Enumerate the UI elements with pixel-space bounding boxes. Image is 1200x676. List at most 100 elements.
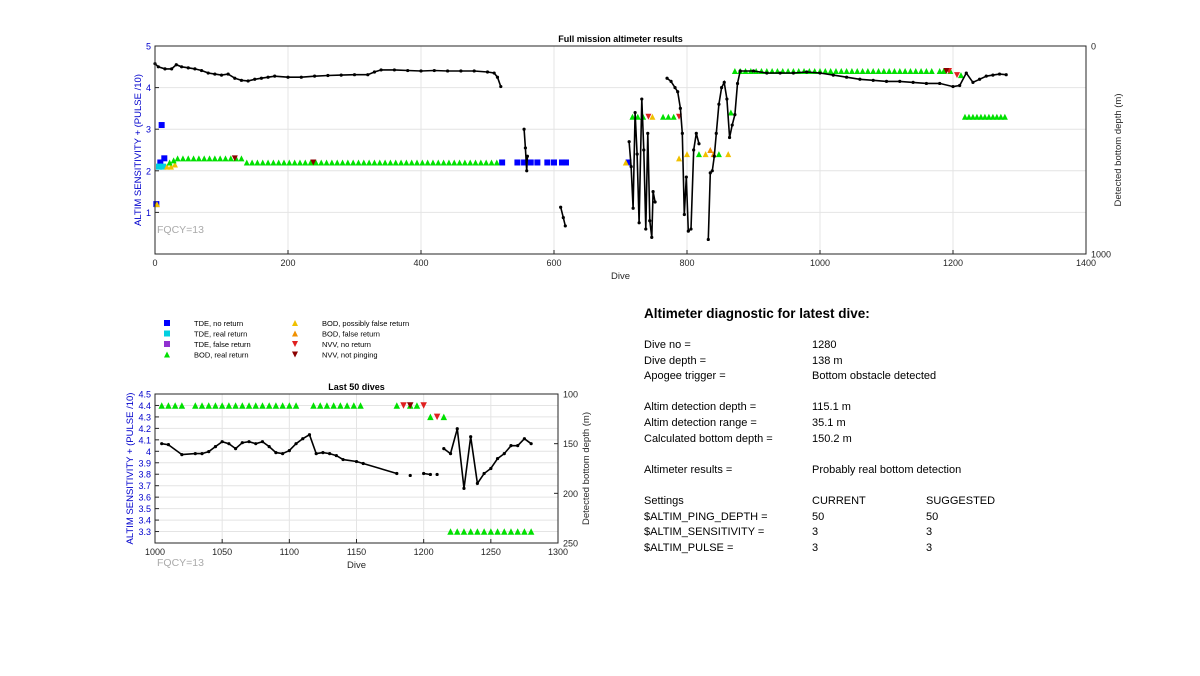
- depth-point: [717, 102, 721, 106]
- data-point: [171, 161, 178, 168]
- data-point: [562, 159, 569, 166]
- depth-point: [984, 74, 988, 78]
- data-point: [625, 159, 632, 166]
- data-point: [366, 159, 373, 166]
- data-point: [483, 159, 490, 166]
- suggested-header: SUGGESTED: [926, 494, 996, 507]
- legend-label: TDE, false return: [194, 340, 251, 349]
- depth-point: [845, 75, 849, 79]
- depth-point: [684, 175, 688, 179]
- data-point: [875, 67, 882, 74]
- depth-point: [226, 72, 230, 76]
- data-point: [997, 113, 1004, 120]
- data-point: [265, 402, 273, 409]
- legend-label: BOD, real return: [194, 351, 249, 360]
- data-point: [822, 67, 829, 74]
- series-bod-real-return: [166, 67, 1008, 166]
- data-point: [891, 67, 898, 74]
- depth-point: [680, 131, 684, 135]
- depth-point: [725, 97, 729, 101]
- data-point: [467, 528, 474, 535]
- y-axis-label-right: Detected bottom depth (m): [1113, 94, 1124, 207]
- data-point: [376, 159, 383, 166]
- depth-point: [406, 68, 410, 73]
- chart-title: Full mission altimeter results: [558, 34, 683, 44]
- setting-suggested: 50: [926, 510, 939, 523]
- data-point: [435, 159, 442, 166]
- depth-point: [489, 466, 493, 471]
- data-point: [634, 113, 641, 120]
- detection-depth-label: Altim detection depth =: [644, 401, 757, 414]
- depth-point: [206, 71, 210, 75]
- dive-depth-row: Dive depth = 138 m: [644, 354, 1104, 370]
- depth-point: [193, 452, 197, 456]
- data-point: [993, 113, 1000, 120]
- data-point: [477, 159, 484, 166]
- depth-point: [646, 131, 650, 135]
- depth-point: [805, 70, 809, 74]
- data-point: [454, 528, 461, 535]
- x-tick-label: 1200: [943, 258, 963, 268]
- data-point: [440, 159, 447, 166]
- data-point: [981, 113, 988, 120]
- data-point: [676, 155, 683, 162]
- y-tick-label: 3.6: [138, 493, 151, 503]
- data-point: [296, 159, 303, 166]
- detection-depth-row: Altim detection depth = 115.1 m: [644, 400, 1104, 416]
- depth-point: [719, 86, 724, 90]
- series-nvv-no-return: [400, 402, 441, 421]
- depth-line: [707, 70, 1007, 240]
- series-nvv-not-pinging: [231, 67, 950, 166]
- data-point: [155, 163, 162, 170]
- depth-point: [240, 441, 244, 445]
- data-point: [467, 159, 474, 166]
- depth-point: [273, 74, 277, 78]
- legend-marker: [164, 320, 170, 326]
- data-point: [392, 159, 399, 166]
- data-point: [912, 67, 919, 74]
- depth-point: [525, 169, 529, 173]
- depth-point: [648, 219, 652, 223]
- data-point: [171, 402, 179, 409]
- data-point: [337, 402, 344, 409]
- depth-point: [260, 440, 265, 444]
- depth-point: [730, 123, 734, 127]
- data-point: [286, 159, 293, 166]
- data-point: [973, 113, 980, 120]
- data-point: [460, 528, 468, 535]
- depth-point: [522, 437, 527, 441]
- data-point: [494, 528, 501, 535]
- depth-point: [326, 73, 330, 78]
- data-point: [544, 159, 551, 166]
- depth-point: [499, 84, 503, 89]
- data-point: [456, 159, 463, 166]
- x-tick-label: 1000: [810, 258, 830, 268]
- data-point: [205, 402, 212, 409]
- y-axis-label: ALTIM SENSITIVITY + (PULSE /10): [133, 74, 144, 226]
- data-point: [334, 159, 341, 166]
- data-point: [270, 159, 277, 166]
- data-point: [715, 151, 722, 158]
- detection-range-label: Altim detection range =: [644, 416, 757, 429]
- y-tick-label: 1: [146, 208, 151, 218]
- depth-point: [991, 73, 995, 77]
- data-point: [918, 67, 925, 74]
- depth-point: [213, 445, 218, 449]
- data-point: [281, 159, 288, 166]
- depth-line: [443, 428, 532, 489]
- data-point: [907, 67, 914, 74]
- data-point: [521, 528, 528, 535]
- x-tick-label: 600: [546, 258, 561, 268]
- depth-point: [818, 71, 822, 75]
- x-tick-label: 400: [413, 258, 428, 268]
- data-point: [343, 402, 351, 409]
- depth-point: [469, 435, 473, 439]
- depth-point: [442, 447, 446, 451]
- data-point: [832, 67, 839, 74]
- data-point: [279, 402, 286, 409]
- depth-point: [286, 75, 290, 79]
- y-right-tick-label: 1000: [1091, 250, 1111, 260]
- data-point: [514, 159, 521, 166]
- depth-point: [313, 74, 317, 78]
- data-point: [201, 155, 208, 162]
